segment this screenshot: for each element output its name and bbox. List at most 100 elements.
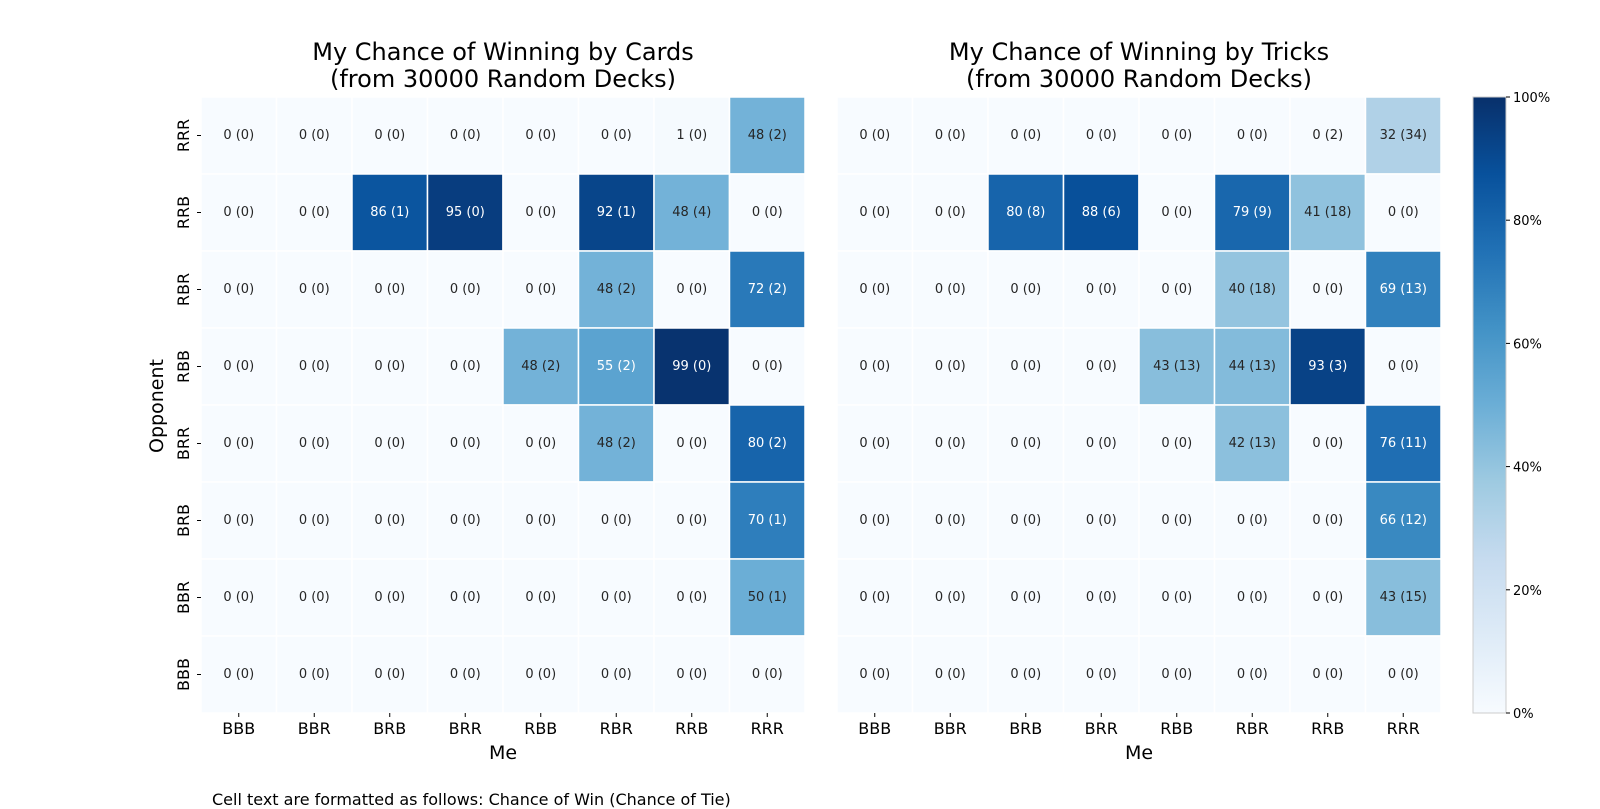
cards-cell-label: 0 (0) <box>299 205 330 220</box>
tricks-cell-label: 0 (0) <box>859 590 890 605</box>
cards-cell-label: 0 (0) <box>525 590 556 605</box>
cards-cell-label: 0 (0) <box>299 128 330 143</box>
cards-x-tick-label: BBR <box>298 719 331 738</box>
cards-y-tick-label: BRB <box>174 504 193 537</box>
tricks-cell-label: 0 (0) <box>1086 128 1117 143</box>
colorbar-tick-label: 60% <box>1513 337 1542 352</box>
cards-y-tick-label: BBB <box>174 658 193 691</box>
cards-cell-label: 0 (0) <box>223 513 254 528</box>
tricks-cell <box>911 327 989 406</box>
cards-cell-label: 55 (2) <box>597 359 636 374</box>
cards-cell-label: 48 (2) <box>597 436 636 451</box>
cards-cell <box>275 481 353 560</box>
cards-cell-label: 0 (0) <box>752 667 783 682</box>
cards-x-tick-label: RRB <box>675 719 708 738</box>
tricks-cell-label: 0 (0) <box>1237 590 1268 605</box>
cards-cell-label: 0 (0) <box>676 436 707 451</box>
tricks-cell-label: 0 (0) <box>859 205 890 220</box>
tricks-cell <box>1364 96 1442 175</box>
cards-cell-label: 86 (1) <box>370 205 409 220</box>
cards-cell <box>502 250 580 329</box>
tricks-title-line-1: My Chance of Winning by Tricks <box>949 38 1329 66</box>
cards-cell-label: 0 (0) <box>525 436 556 451</box>
cards-cell <box>653 250 731 329</box>
cards-cell-label: 48 (2) <box>597 282 636 297</box>
tricks-cell-label: 40 (18) <box>1229 282 1276 297</box>
tricks-cell <box>911 250 989 329</box>
tricks-cell <box>911 481 989 560</box>
tricks-cell <box>1289 173 1367 252</box>
cards-cell <box>577 558 655 637</box>
tricks-cell-label: 79 (9) <box>1233 205 1272 220</box>
tricks-cell-label: 0 (0) <box>1312 282 1343 297</box>
tricks-cell-label: 0 (0) <box>1237 128 1268 143</box>
tricks-cell-label: 0 (0) <box>1161 513 1192 528</box>
tricks-cell-label: 0 (0) <box>1161 667 1192 682</box>
tricks-title-line-2: (from 30000 Random Decks) <box>966 65 1312 93</box>
cards-y-tick-labels: RRR RRB RBR RBB BRR BRB BBR BBB <box>174 119 201 691</box>
cards-cell <box>728 173 806 252</box>
tricks-cell-label: 0 (0) <box>935 513 966 528</box>
cards-cell-label: 0 (0) <box>450 282 481 297</box>
cards-title-line-2: (from 30000 Random Decks) <box>330 65 676 93</box>
cards-cell-label: 0 (0) <box>299 282 330 297</box>
tricks-cell <box>836 327 914 406</box>
tricks-cell-label: 0 (0) <box>935 436 966 451</box>
colorbar-tick-label: 40% <box>1513 461 1542 476</box>
cards-cell-label: 0 (0) <box>223 590 254 605</box>
cards-y-axis-label: Opponent <box>146 359 168 453</box>
tricks-cell-label: 0 (0) <box>935 590 966 605</box>
cards-cell-label: 0 (0) <box>601 128 632 143</box>
cards-cell <box>351 96 429 175</box>
tricks-cell <box>1062 558 1140 637</box>
tricks-cell-label: 0 (0) <box>935 282 966 297</box>
tricks-cell-label: 0 (0) <box>1161 436 1192 451</box>
cards-cell <box>351 250 429 329</box>
cards-cell <box>728 558 806 637</box>
tricks-cell-label: 88 (6) <box>1082 205 1121 220</box>
cards-x-tick-label: RBB <box>524 719 557 738</box>
tricks-cell-label: 0 (0) <box>1237 667 1268 682</box>
colorbar: 0% 20% 40% 60% 80% 100% <box>1472 91 1550 722</box>
tricks-cell-label: 76 (11) <box>1380 436 1427 451</box>
tricks-cell-label: 0 (0) <box>1312 590 1343 605</box>
tricks-cell-label: 0 (0) <box>1312 513 1343 528</box>
cards-heatmap-cells: 0 (0) 0 (0) 0 (0) 0 (0) 0 (0) 0 (0) 1 (0) 48 (2… <box>200 96 806 714</box>
tricks-cell-label: 0 (0) <box>1010 128 1041 143</box>
tricks-heatmap-cells: 0 (0) 0 (0) 0 (0) 0 (0) 0 (0) 0 (0) 0 (2) 32 (3… <box>836 96 1442 714</box>
cards-cell-label: 0 (0) <box>374 667 405 682</box>
cards-cell-label: 0 (0) <box>752 205 783 220</box>
cards-cell-label: 0 (0) <box>299 436 330 451</box>
cards-cell <box>577 481 655 560</box>
tricks-cell <box>1138 173 1216 252</box>
cards-cell-label: 0 (0) <box>299 590 330 605</box>
cards-cell-label: 0 (0) <box>450 128 481 143</box>
cards-cell-label: 0 (0) <box>525 667 556 682</box>
tricks-cell-label: 0 (0) <box>1086 436 1117 451</box>
tricks-x-axis-label: Me <box>1125 742 1153 764</box>
tricks-cell-label: 0 (0) <box>1010 436 1041 451</box>
cards-cell <box>728 481 806 560</box>
cards-cell <box>577 96 655 175</box>
tricks-cell <box>836 481 914 560</box>
cards-cell <box>728 96 806 175</box>
cards-cell <box>502 558 580 637</box>
cards-cell <box>653 558 731 637</box>
cards-y-tick-label: BBR <box>174 581 193 614</box>
tricks-cell <box>1213 173 1291 252</box>
tricks-cell-label: 0 (0) <box>859 513 890 528</box>
cards-cell-label: 0 (0) <box>450 667 481 682</box>
tricks-cell-label: 0 (0) <box>1010 513 1041 528</box>
tricks-cell <box>1364 173 1442 252</box>
cards-cell-label: 0 (0) <box>450 359 481 374</box>
cards-cell-label: 0 (0) <box>299 359 330 374</box>
tricks-cell <box>911 635 989 714</box>
cards-cell <box>275 96 353 175</box>
cards-cell-label: 0 (0) <box>525 128 556 143</box>
cards-cell-label: 0 (0) <box>752 359 783 374</box>
cards-cell-label: 0 (0) <box>223 282 254 297</box>
cards-title-line-1: My Chance of Winning by Cards <box>312 38 694 66</box>
cards-cell-label: 0 (0) <box>525 205 556 220</box>
cards-cell-label: 50 (1) <box>748 590 787 605</box>
tricks-cell-label: 93 (3) <box>1308 359 1347 374</box>
